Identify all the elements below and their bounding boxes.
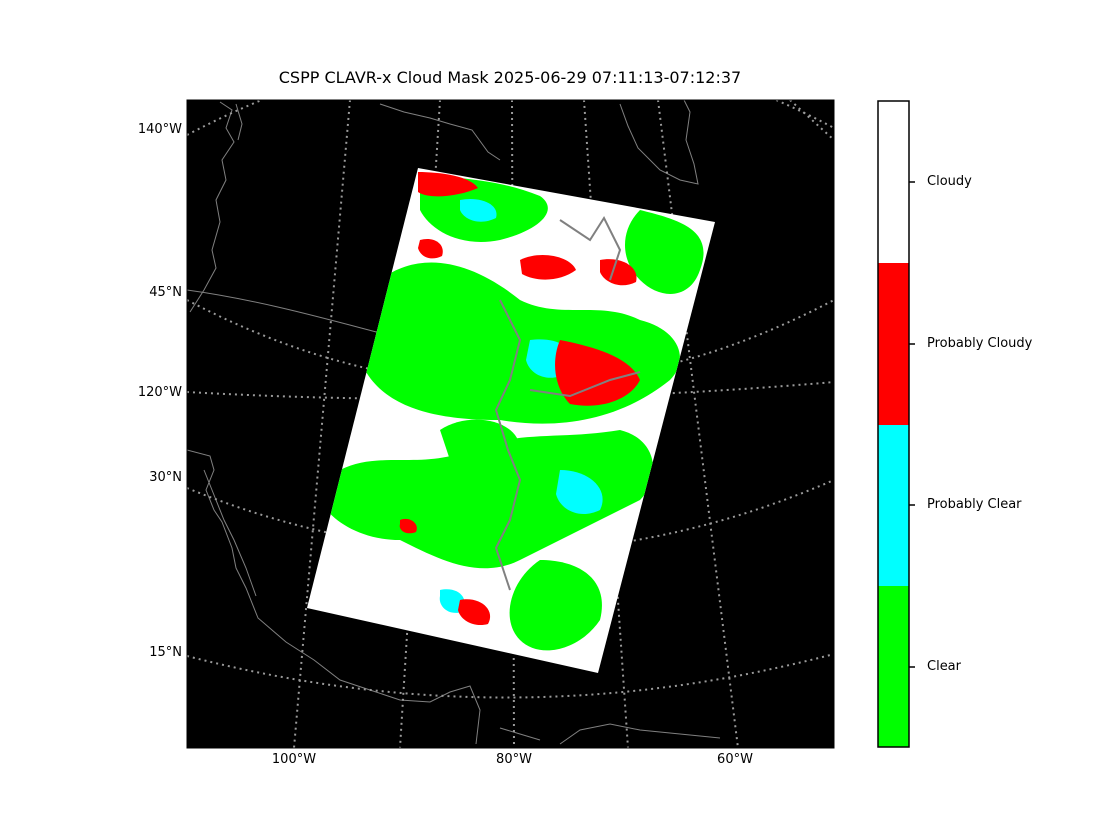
lat-label: 120°W: [137, 385, 182, 400]
lon-label: 80°W: [496, 752, 532, 767]
legend-label-clear: Clear: [927, 659, 961, 674]
colorbar-probably-clear: [878, 425, 909, 586]
map-title: CSPP CLAVR-x Cloud Mask 2025-06-29 07:11…: [278, 68, 742, 87]
lat-label: 140°W: [137, 122, 182, 137]
colorbar-clear: [878, 586, 909, 747]
lon-label: 60°W: [717, 752, 753, 767]
lon-label: 100°W: [271, 752, 317, 767]
lat-label: 15°N: [149, 645, 182, 660]
lat-label: 45°N: [149, 285, 182, 300]
legend-label-cloudy: Cloudy: [927, 174, 972, 189]
colorbar: [877, 100, 915, 748]
legend-label-probably-clear: Probably Clear: [927, 497, 1022, 512]
colorbar-cloudy: [878, 101, 909, 263]
colorbar-probably-cloudy: [878, 263, 909, 425]
lat-label: 30°N: [149, 470, 182, 485]
legend-label-probably-cloudy: Probably Cloudy: [927, 336, 1033, 351]
